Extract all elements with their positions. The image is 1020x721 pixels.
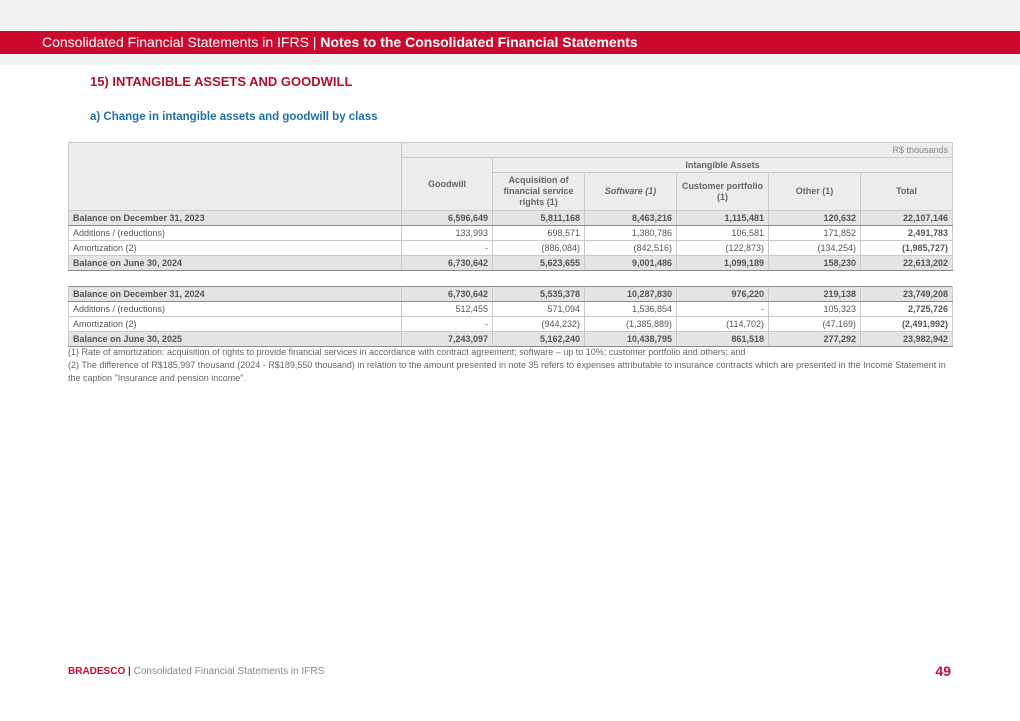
table-row: Amortization (2) - (944,232) (1,385,889)… [68,316,954,332]
header-banner: Consolidated Financial Statements in IFR… [0,31,1020,54]
footer-separator: | [125,666,134,677]
row-label: Amortization (2) [68,240,402,256]
cell-total: 22,107,146 [859,210,954,226]
table-footnotes: (1) Rate of amortization: acquisition of… [68,346,958,385]
cell-customer-portfolio: 1,115,481 [676,210,769,226]
cell-software: 1,380,786 [584,225,677,241]
footer-text: Consolidated Financial Statements in IFR… [133,666,325,677]
col-header-software: Software (1) [584,172,677,211]
col-header-other: Other (1) [768,172,861,211]
table-row: Amortization (2) - (886,084) (842,516) (… [68,240,954,256]
cell-customer-portfolio: - [676,301,769,317]
header-title-part1: Consolidated Financial Statements in IFR… [42,34,321,50]
cell-acquisition: 5,535,378 [492,286,585,302]
cell-acquisition: 571,094 [492,301,585,317]
cell-customer-portfolio: (122,873) [676,240,769,256]
table-row: Additions / (reductions) 133,993 698,571… [68,225,954,241]
cell-customer-portfolio: (114,702) [676,316,769,332]
cell-total: 2,491,783 [859,225,954,241]
cell-other: 120,632 [768,210,861,226]
section-subheading: a) Change in intangible assets and goodw… [90,111,378,123]
row-label: Amortization (2) [68,316,402,332]
cell-total: (1,985,727) [859,240,954,256]
row-label: Balance on June 30, 2025 [68,331,402,347]
footer-brand: BRADESCO [68,666,126,677]
cell-goodwill: 7,243,097 [401,331,493,347]
page-footer: BRADESCO | Consolidated Financial Statem… [68,666,324,677]
page-number: 49 [935,663,951,679]
col-header-total: Total [859,172,954,211]
table-row: Balance on June 30, 2024 6,730,642 5,623… [68,255,954,271]
cell-other: 158,230 [768,255,861,271]
cell-software: 10,438,795 [584,331,677,347]
header-underlay [0,54,1020,65]
row-label: Additions / (reductions) [68,301,402,317]
cell-other: (134,254) [768,240,861,256]
table-spacer [68,270,953,287]
cell-acquisition: (944,232) [492,316,585,332]
cell-other: 277,292 [768,331,861,347]
cell-acquisition: (886,084) [492,240,585,256]
cell-other: 219,138 [768,286,861,302]
cell-goodwill: 6,730,642 [401,286,493,302]
row-label: Balance on December 31, 2024 [68,286,402,302]
section-heading: 15) INTANGIBLE ASSETS AND GOODWILL [90,74,353,89]
cell-total: 23,749,208 [859,286,954,302]
cell-customer-portfolio: 976,220 [676,286,769,302]
cell-software: 8,463,216 [584,210,677,226]
cell-other: 171,852 [768,225,861,241]
table-row: Balance on December 31, 2023 6,596,649 5… [68,210,954,226]
cell-goodwill: - [401,240,493,256]
cell-goodwill: 6,730,642 [401,255,493,271]
footnote-2: (2) The difference of R$185,997 thousand… [68,360,946,383]
cell-software: 1,536,854 [584,301,677,317]
cell-goodwill: - [401,316,493,332]
intangible-assets-table: R$ thousands Goodwill Intangible Assets … [68,142,954,347]
cell-total: 22,613,202 [859,255,954,271]
table-corner [68,142,402,211]
row-label: Additions / (reductions) [68,225,402,241]
col-header-customer-portfolio: Customer portfolio (1) [676,172,769,211]
top-strip [0,0,1020,31]
row-label: Balance on December 31, 2023 [68,210,402,226]
cell-software: (842,516) [584,240,677,256]
cell-acquisition: 5,162,240 [492,331,585,347]
cell-acquisition: 5,623,655 [492,255,585,271]
cell-other: (47,169) [768,316,861,332]
cell-goodwill: 133,993 [401,225,493,241]
cell-acquisition: 5,811,168 [492,210,585,226]
cell-total: 23,982,942 [859,331,954,347]
cell-total: 2,725,726 [859,301,954,317]
table-row: Balance on June 30, 2025 7,243,097 5,162… [68,331,954,347]
col-header-goodwill: Goodwill [401,157,493,211]
cell-other: 105,323 [768,301,861,317]
cell-customer-portfolio: 861,518 [676,331,769,347]
row-label: Balance on June 30, 2024 [68,255,402,271]
cell-software: 10,287,830 [584,286,677,302]
cell-software: (1,385,889) [584,316,677,332]
header-title-part2: Notes to the Consolidated Financial Stat… [320,34,638,50]
cell-customer-portfolio: 1,099,189 [676,255,769,271]
table-row: Balance on December 31, 2024 6,730,642 5… [68,286,954,302]
table-units: R$ thousands [400,142,954,158]
cell-software: 9,001,486 [584,255,677,271]
group-header-intangible-assets: Intangible Assets [491,157,954,173]
col-header-acquisition: Acquisition of financial service rights … [492,172,585,211]
cell-goodwill: 6,596,649 [401,210,493,226]
table-row: Additions / (reductions) 512,455 571,094… [68,301,954,317]
cell-acquisition: 698,571 [492,225,585,241]
cell-total: (2,491,992) [859,316,954,332]
cell-goodwill: 512,455 [401,301,493,317]
footnote-1: (1) Rate of amortization: acquisition of… [68,347,746,357]
cell-customer-portfolio: 106,581 [676,225,769,241]
